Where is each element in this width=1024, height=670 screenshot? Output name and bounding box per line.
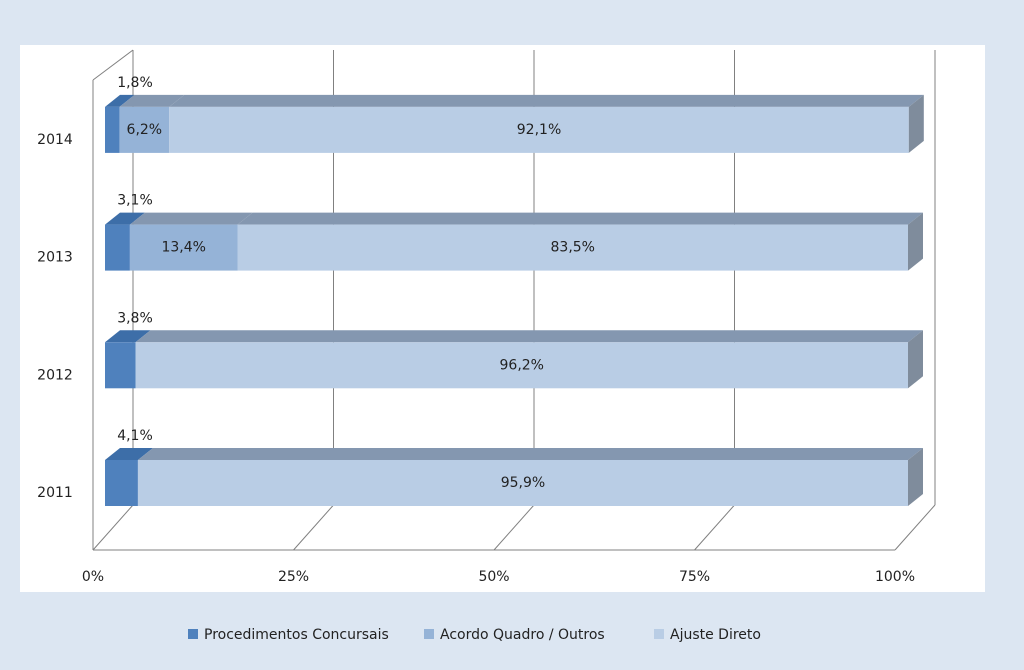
- bar-top: [137, 448, 924, 460]
- data-label: 4,1%: [117, 428, 153, 444]
- grid-line: [894, 504, 936, 551]
- bar-side: [908, 448, 923, 506]
- bar-top: [105, 448, 153, 460]
- data-label: 3,8%: [117, 310, 153, 326]
- bar: [119, 106, 170, 153]
- bar: [135, 342, 908, 389]
- bar: [105, 342, 136, 389]
- bar: [237, 224, 908, 271]
- data-label: 92,1%: [517, 122, 561, 138]
- bar-top: [105, 212, 145, 225]
- data-label: 1,8%: [117, 75, 153, 91]
- bar: [105, 224, 130, 271]
- bar-side: [908, 330, 923, 389]
- data-label: 13,4%: [161, 240, 205, 256]
- x-tick-label: 25%: [278, 569, 309, 585]
- legend-swatch: [188, 629, 198, 639]
- bar-top: [105, 94, 135, 107]
- data-label: 6,2%: [127, 122, 163, 138]
- legend-label: Ajuste Direto: [670, 627, 761, 643]
- grid-line: [92, 504, 134, 551]
- data-label: 3,1%: [117, 193, 153, 209]
- bar: [169, 106, 909, 153]
- bar: [105, 460, 138, 506]
- bar-top: [237, 212, 923, 225]
- y-tick-label: 2014: [37, 132, 73, 148]
- x-tick-label: 50%: [478, 569, 509, 585]
- x-tick-label: 100%: [875, 569, 915, 585]
- legend-swatch: [654, 629, 664, 639]
- bar-top: [169, 94, 924, 107]
- y-tick-label: 2012: [37, 367, 73, 383]
- x-tick-label: 75%: [679, 569, 710, 585]
- data-label: 96,2%: [500, 357, 544, 373]
- x-tick-label: 0%: [82, 569, 104, 585]
- bar-top: [105, 330, 151, 343]
- left-wall: [92, 49, 134, 81]
- y-tick-label: 2011: [37, 485, 73, 501]
- bar: [129, 224, 238, 271]
- legend-swatch: [424, 629, 434, 639]
- bar-top: [129, 212, 253, 225]
- bar-top: [119, 94, 185, 107]
- bar-top: [135, 330, 923, 343]
- legend-label: Acordo Quadro / Outros: [440, 627, 605, 643]
- y-tick-label: 2013: [37, 250, 73, 266]
- bar: [105, 106, 120, 153]
- legend: Procedimentos Concursais Acordo Quadro / …: [188, 627, 761, 643]
- bar: [137, 460, 909, 506]
- bar-side: [908, 212, 923, 271]
- bar-side: [908, 94, 924, 153]
- grid-line: [493, 504, 535, 551]
- data-label: 83,5%: [551, 240, 595, 256]
- grid-line: [293, 504, 334, 551]
- legend-label: Procedimentos Concursais: [204, 627, 389, 643]
- data-label: 95,9%: [501, 475, 545, 491]
- grid-line: [694, 504, 735, 551]
